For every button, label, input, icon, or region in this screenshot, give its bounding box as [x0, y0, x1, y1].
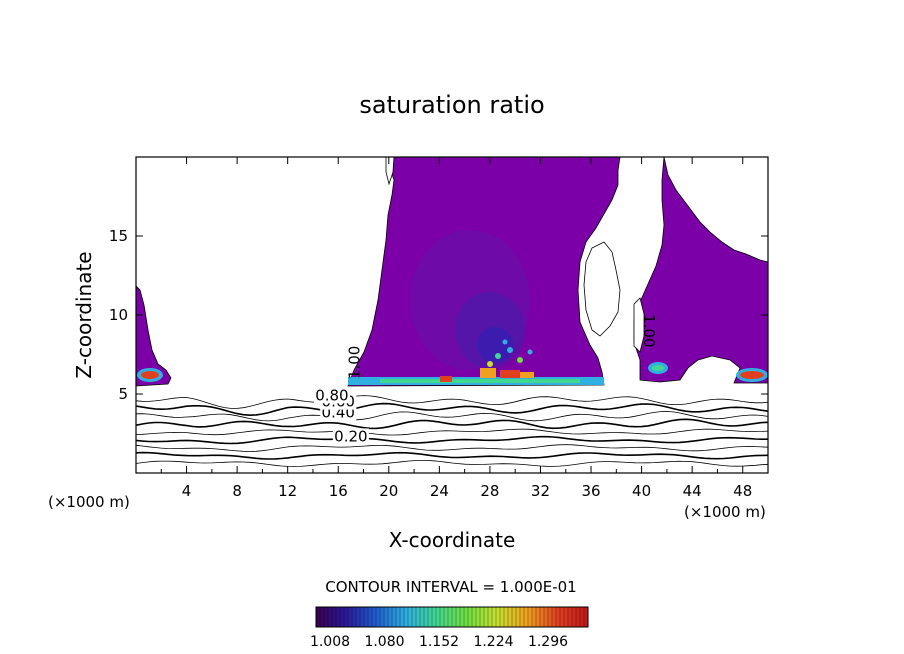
contour-line	[136, 428, 768, 436]
y-axis-label: Z-coordinate	[72, 251, 96, 378]
x-tick-label: 28	[480, 482, 499, 500]
speckle-4	[487, 361, 493, 367]
hot-blob-left-core	[141, 371, 159, 379]
contour-label: 0.80	[315, 386, 348, 404]
y-axis-ticks: 5 10 15	[109, 227, 768, 403]
y-tick-label: 15	[109, 227, 128, 245]
contour-label-bg	[332, 428, 369, 445]
x-axis-ticks: 4 8 12 16 20 24 28 32 36 40 44 48	[160, 157, 752, 500]
speckle-2	[507, 347, 513, 353]
hot-spot-1	[480, 368, 496, 378]
x-unit-right: (×1000 m)	[684, 503, 766, 521]
saturated-region-right	[633, 157, 768, 384]
colorbar: 1.008 1.080 1.152 1.224 1.296	[310, 606, 589, 650]
y-tick-label: 5	[118, 385, 128, 403]
hot-blob-mid-core	[652, 365, 664, 371]
contour-line	[136, 460, 768, 467]
y-tick-label: 10	[109, 306, 128, 324]
x-tick-label: 12	[278, 482, 297, 500]
x-tick-label: 8	[232, 482, 242, 500]
colorbar-frame	[315, 606, 589, 628]
x-tick-label: 36	[581, 482, 600, 500]
speckle-3	[517, 357, 523, 363]
contour-line	[136, 402, 768, 417]
speckle-5	[527, 349, 533, 355]
hole-right-tongue	[583, 241, 621, 337]
colorbar-tick-label: 1.296	[528, 634, 568, 650]
x-tick-label: 40	[632, 482, 651, 500]
hot-spot-4	[440, 376, 452, 382]
x-tick-label: 48	[733, 482, 752, 500]
x-axis-label: X-coordinate	[389, 528, 516, 552]
contour-label: 1.00	[346, 346, 364, 379]
x-unit-left: (×1000 m)	[48, 493, 130, 511]
speckle-6	[502, 339, 508, 345]
x-tick-label: 4	[182, 482, 192, 500]
x-tick-label: 16	[329, 482, 348, 500]
colorbar-tick-label: 1.008	[310, 634, 350, 650]
plot-area	[136, 157, 768, 473]
speckle-1	[495, 353, 501, 359]
x-tick-label: 24	[430, 482, 449, 500]
contour-label-bg	[313, 387, 350, 404]
contour-line	[136, 435, 768, 445]
hole-upper-left	[385, 157, 395, 186]
saturation-band-main-inner	[380, 379, 580, 383]
hole-right-lower	[633, 297, 645, 353]
contour-lines	[136, 395, 768, 467]
x-tick-label: 32	[531, 482, 550, 500]
chart-title: saturation ratio	[359, 91, 544, 119]
contour-labels: 0.200.400.600.801.001.00	[313, 314, 658, 445]
inner-core-3	[477, 327, 513, 363]
hot-spot-2	[500, 370, 520, 378]
colorbar-tick-label: 1.080	[364, 634, 404, 650]
contour-label: 0.20	[334, 427, 367, 445]
contour-line	[136, 395, 768, 409]
contour-line	[136, 444, 768, 452]
contour-line	[136, 411, 768, 422]
x-tick-label: 44	[683, 482, 702, 500]
x-tick-label: 20	[379, 482, 398, 500]
contour-label: 1.00	[640, 314, 658, 347]
saturated-region-left	[136, 285, 172, 387]
hot-spot-3	[520, 372, 534, 378]
colorbar-tick-label: 1.152	[419, 634, 459, 650]
colorbar-tick-labels: 1.008 1.080 1.152 1.224 1.296	[310, 634, 568, 650]
colorbar-segments	[315, 607, 589, 627]
hot-blob-right-core	[740, 371, 764, 379]
contour-interval-note: CONTOUR INTERVAL = 1.000E-01	[325, 578, 576, 596]
contour-line	[136, 451, 768, 460]
contour-line	[136, 418, 768, 430]
colorbar-tick-label: 1.224	[473, 634, 513, 650]
